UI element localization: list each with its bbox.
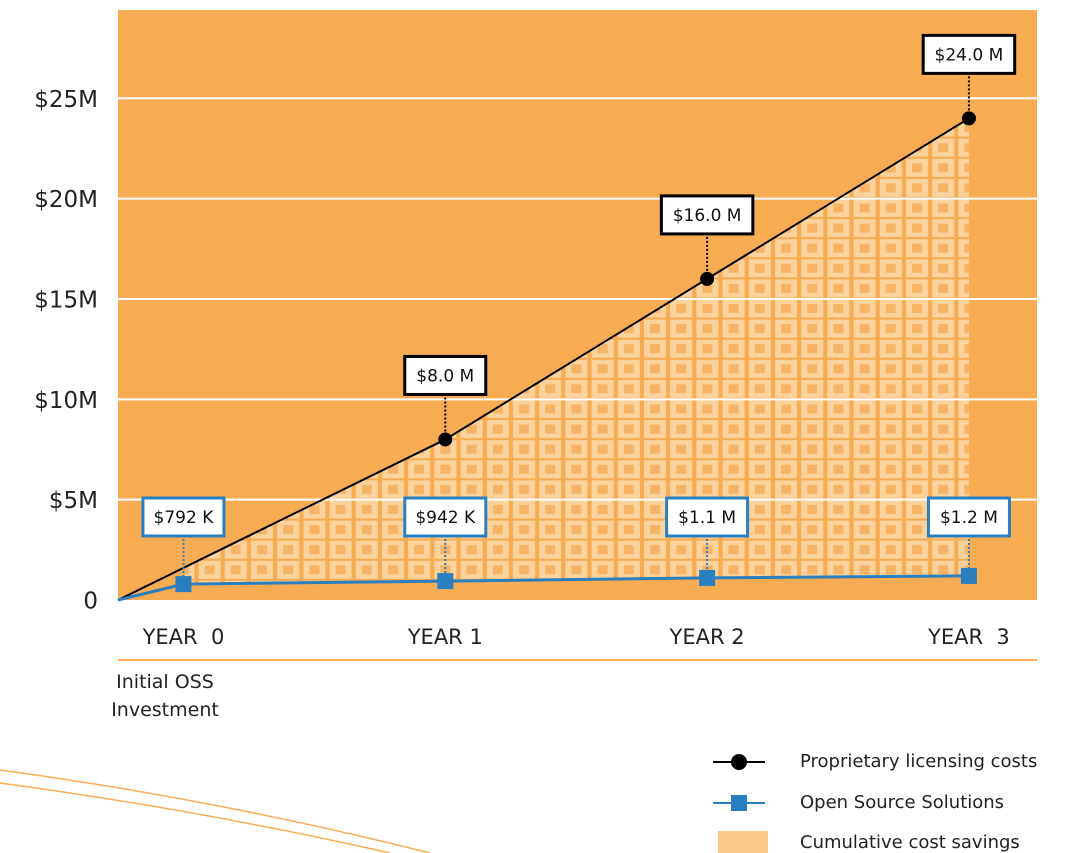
value-label: $1.1 M: [678, 508, 736, 528]
point: [960, 567, 977, 584]
decor-line: [0, 782, 391, 853]
y-tick-label: $15M: [34, 287, 98, 313]
legend-label: Open Source Solutions: [800, 792, 1004, 813]
x-tick-label: YEAR 1: [407, 625, 483, 649]
legend-marker: [731, 795, 747, 811]
x-tick-label: YEAR 2: [669, 625, 745, 649]
y-tick-label: $5M: [49, 488, 98, 514]
label-box: [403, 354, 488, 396]
value-label: $8.0 M: [416, 366, 474, 386]
y-tick-label: $20M: [34, 187, 98, 213]
label-box: [659, 194, 755, 236]
value-label: $792 K: [154, 508, 215, 528]
point: [438, 432, 453, 447]
label-box: [921, 33, 1017, 75]
y-tick-label: $25M: [34, 87, 98, 113]
legend-marker: [731, 754, 747, 770]
label-box: [665, 496, 750, 538]
y-tick-label: 0: [83, 589, 98, 615]
savings-area: [183, 118, 969, 585]
x-note: Initial OSS Investment: [111, 671, 219, 721]
point: [175, 576, 192, 593]
value-label: $942 K: [415, 508, 476, 528]
legend-label: Cumulative cost savings: [800, 832, 1020, 853]
label-box: [926, 496, 1011, 538]
label-box: [403, 496, 488, 538]
label-box: [141, 496, 226, 538]
y-tick-label: $10M: [34, 388, 98, 414]
value-label: $24.0 M: [935, 45, 1004, 65]
point: [699, 569, 716, 586]
value-label: $16.0 M: [673, 206, 742, 226]
point: [437, 573, 454, 590]
point: [700, 271, 715, 286]
legend-swatch: [718, 831, 768, 853]
series-line: [117, 117, 970, 601]
x-tick-label: YEAR 0: [142, 625, 225, 649]
legend-label: Proprietary licensing costs: [800, 751, 1037, 772]
point: [961, 111, 976, 126]
x-tick-label: YEAR 3: [927, 625, 1010, 649]
value-label: $1.2 M: [940, 508, 998, 528]
decor-line: [0, 769, 431, 853]
